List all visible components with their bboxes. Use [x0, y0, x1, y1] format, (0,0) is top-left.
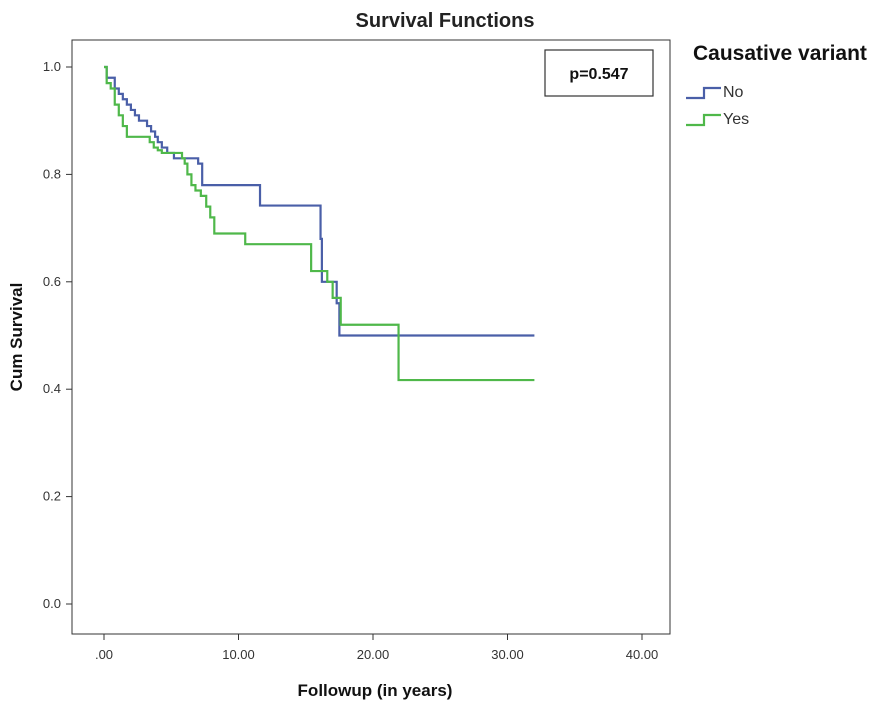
legend-title: Causative variant	[693, 42, 867, 65]
p-value-frame	[544, 49, 654, 97]
x-tick-label: .00	[95, 647, 113, 662]
y-tick-label: 0.2	[43, 489, 61, 504]
series-line-no	[104, 65, 535, 337]
series-layer	[104, 65, 535, 382]
p-value-box: p=0.547	[544, 49, 654, 97]
x-tick-label: 20.00	[357, 647, 390, 662]
y-tick-label: 0.8	[43, 166, 61, 181]
y-axis: 0.0 0.2 0.4 0.6 0.8 1.0	[43, 59, 72, 611]
x-tick-label: 40.00	[626, 647, 659, 662]
y-tick-label: 0.0	[43, 596, 61, 611]
x-axis: .00 10.00 20.00 30.00 40.00	[95, 634, 658, 662]
plot-area-frame	[71, 39, 671, 635]
legend-label-yes: Yes	[723, 111, 749, 128]
x-axis-label: Followup (in years)	[298, 681, 453, 700]
series-line-yes	[104, 65, 535, 382]
x-tick-label: 10.00	[222, 647, 255, 662]
y-axis-label: Cum Survival	[7, 283, 26, 392]
legend: Causative variant No Yes	[686, 42, 867, 128]
legend-symbol-yes	[686, 113, 721, 127]
y-tick-label: 0.6	[43, 274, 61, 289]
x-tick-label: 30.00	[491, 647, 524, 662]
y-tick-label: 0.4	[43, 381, 61, 396]
p-value-text: p=0.547	[569, 66, 628, 83]
y-tick-label: 1.0	[43, 59, 61, 74]
chart-title: Survival Functions	[356, 10, 535, 32]
legend-symbol-no	[686, 86, 721, 100]
legend-label-no: No	[723, 84, 744, 101]
